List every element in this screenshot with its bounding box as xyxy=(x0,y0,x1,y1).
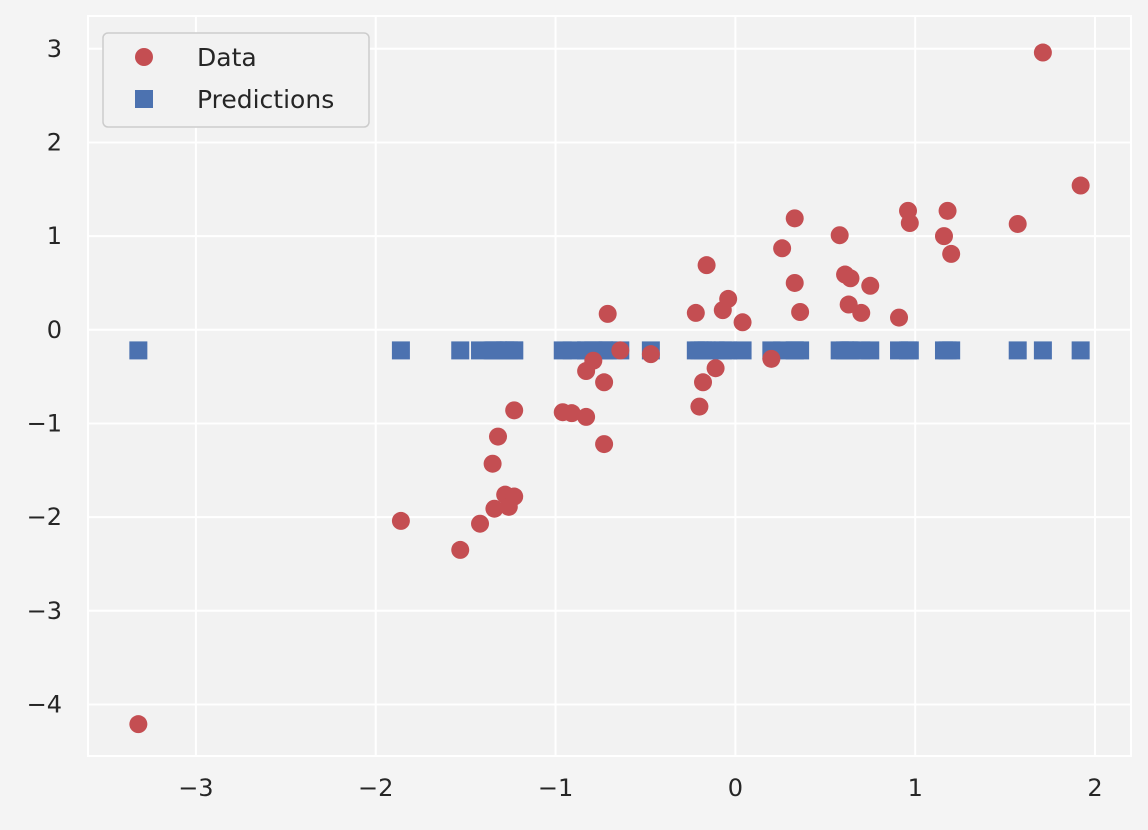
data-point xyxy=(900,214,919,233)
data-point xyxy=(841,269,860,288)
data-point xyxy=(942,244,961,263)
prediction-point xyxy=(942,341,961,360)
y-tick-label: −3 xyxy=(27,597,62,625)
series-data xyxy=(129,43,1090,734)
data-point xyxy=(489,427,508,446)
data-point xyxy=(762,349,781,368)
prediction-point xyxy=(1033,341,1052,360)
data-point xyxy=(830,226,849,245)
legend: Data Predictions xyxy=(102,32,370,128)
legend-data-label: Data xyxy=(197,43,257,72)
series-predictions xyxy=(129,341,1090,360)
legend-box xyxy=(102,32,370,128)
data-point xyxy=(697,256,716,275)
x-tick-label: 2 xyxy=(1087,774,1102,802)
legend-predictions-marker xyxy=(135,90,153,108)
prediction-point xyxy=(1008,341,1027,360)
prediction-point xyxy=(505,341,524,360)
data-point xyxy=(934,227,953,246)
data-point xyxy=(562,404,581,423)
legend-data-marker xyxy=(135,48,153,66)
y-tick-label: −2 xyxy=(27,503,62,531)
data-point xyxy=(598,304,617,323)
y-tick-label: −4 xyxy=(27,690,62,718)
x-tick-label: −1 xyxy=(538,774,573,802)
series-layer xyxy=(129,43,1090,734)
legend-predictions-label: Predictions xyxy=(197,85,334,114)
data-point xyxy=(391,511,410,530)
prediction-point xyxy=(719,341,738,360)
y-axis-ticks: −4 −3 −2 −1 0 1 2 3 xyxy=(27,35,62,719)
data-point xyxy=(785,273,804,292)
prediction-point xyxy=(791,341,810,360)
prediction-point xyxy=(562,341,581,360)
data-point xyxy=(505,487,524,506)
data-point xyxy=(471,514,490,533)
data-point xyxy=(719,289,738,308)
data-point xyxy=(1033,43,1052,62)
x-tick-label: −2 xyxy=(358,774,393,802)
data-point xyxy=(1071,176,1090,195)
data-point xyxy=(595,435,614,454)
data-point xyxy=(485,499,504,518)
prediction-point xyxy=(900,341,919,360)
prediction-point xyxy=(391,341,410,360)
prediction-point xyxy=(129,341,148,360)
data-point xyxy=(938,201,957,220)
y-tick-label: 3 xyxy=(47,35,62,63)
x-tick-label: 0 xyxy=(728,774,743,802)
data-point xyxy=(505,401,524,420)
data-point xyxy=(584,351,603,370)
y-tick-label: 0 xyxy=(47,316,62,344)
data-point xyxy=(791,303,810,321)
data-point xyxy=(706,359,725,378)
data-point xyxy=(129,715,148,734)
prediction-point xyxy=(733,341,752,360)
data-point xyxy=(890,308,909,327)
prediction-point xyxy=(451,341,470,360)
data-point xyxy=(785,209,804,228)
x-axis-ticks: −3 −2 −1 0 1 2 xyxy=(178,774,1102,802)
data-point xyxy=(773,239,792,258)
data-point xyxy=(686,303,705,322)
x-tick-label: −3 xyxy=(178,774,213,802)
prediction-point xyxy=(1071,341,1090,360)
data-point xyxy=(852,303,871,322)
data-point xyxy=(694,373,713,392)
data-point xyxy=(690,397,709,416)
data-point xyxy=(577,407,596,426)
y-tick-label: 2 xyxy=(47,128,62,156)
data-point xyxy=(733,313,752,332)
data-point xyxy=(641,345,660,364)
data-point xyxy=(595,373,614,392)
data-point xyxy=(451,540,470,559)
prediction-point xyxy=(861,341,880,360)
data-point xyxy=(611,341,630,360)
x-tick-label: 1 xyxy=(908,774,923,802)
y-tick-label: 1 xyxy=(47,222,62,250)
data-point xyxy=(483,454,502,473)
data-point xyxy=(861,276,880,295)
y-tick-label: −1 xyxy=(27,409,62,437)
data-point xyxy=(1008,214,1027,233)
